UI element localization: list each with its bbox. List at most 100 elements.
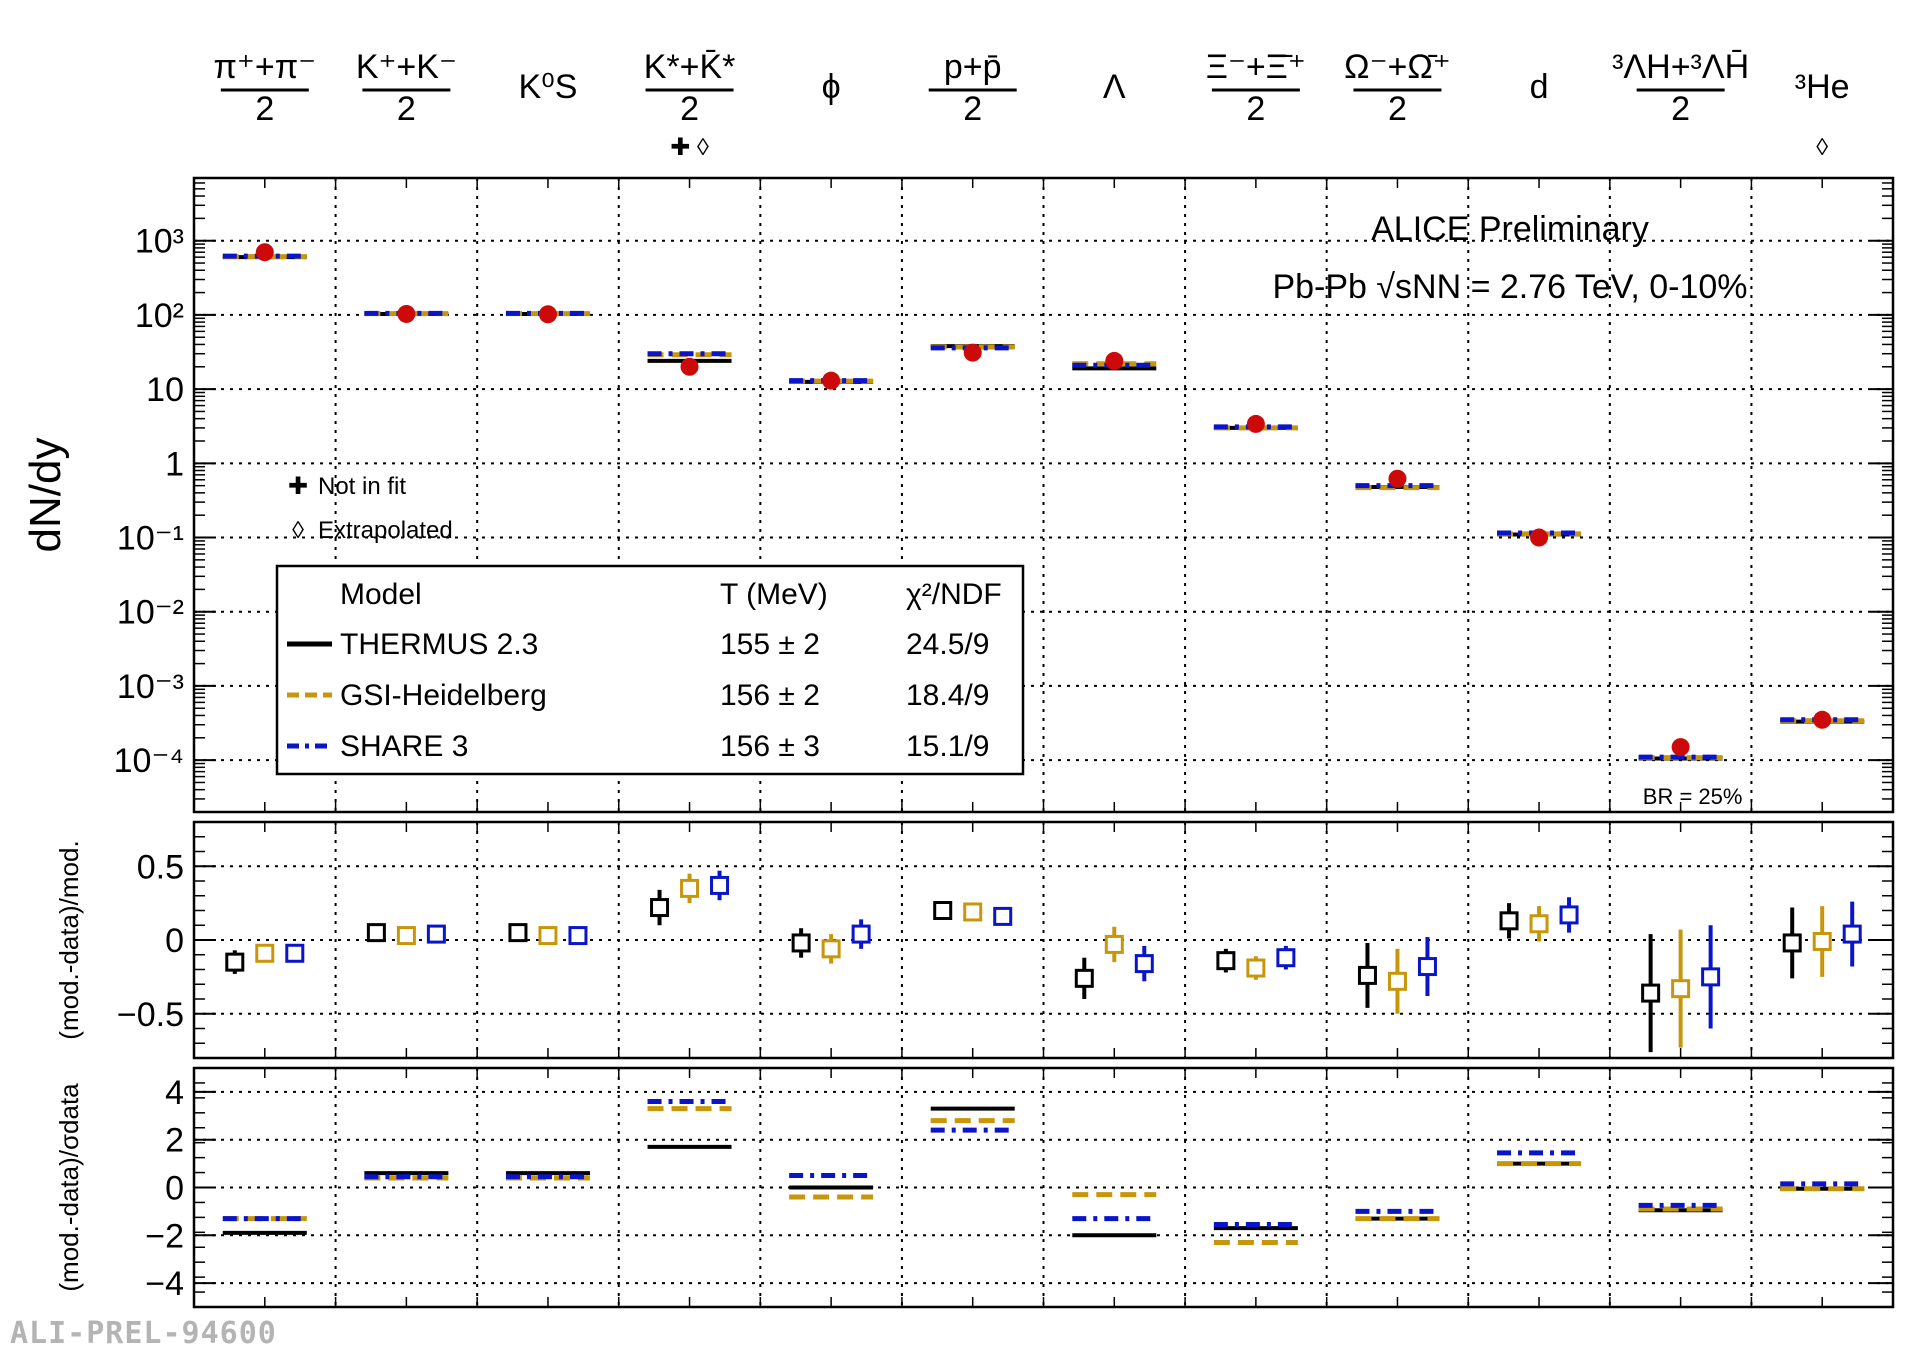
marker-legend-label: Not in fit bbox=[318, 473, 406, 500]
ratio-marker bbox=[426, 924, 446, 944]
y-tick-label: 10 bbox=[146, 371, 184, 409]
data-point bbox=[963, 343, 982, 362]
y-tick-label: 0 bbox=[165, 922, 184, 960]
y-tick-label: 4 bbox=[165, 1074, 184, 1112]
annotation-br: BR = 25% bbox=[1643, 784, 1743, 809]
legend-header: Model bbox=[340, 578, 422, 611]
marker-legend-label: Extrapolated bbox=[318, 517, 453, 544]
category-marker-11: ◊ bbox=[1816, 134, 1828, 161]
ratio-marker bbox=[1782, 933, 1802, 953]
legend-temperature: 155 ± 2 bbox=[720, 628, 820, 661]
data-point bbox=[1246, 414, 1265, 433]
category-label-4: ϕ bbox=[822, 68, 841, 106]
legend-chi2: 18.4/9 bbox=[906, 679, 989, 712]
y-tick-label: 10⁻¹ bbox=[117, 520, 184, 558]
category-denominator-7: 2 bbox=[1246, 90, 1265, 128]
legend-header: T (MeV) bbox=[720, 578, 828, 611]
data-point bbox=[822, 371, 841, 390]
y-tick-label: −2 bbox=[145, 1217, 184, 1255]
category-label-7: Ξ⁻+Ξ̄⁺ bbox=[1206, 48, 1306, 86]
category-denominator-3: 2 bbox=[680, 90, 699, 128]
ratio-marker bbox=[1246, 958, 1266, 978]
y-tick-label: 10⁻² bbox=[117, 594, 184, 632]
category-denominator-5: 2 bbox=[963, 90, 982, 128]
ratio-marker bbox=[1671, 979, 1691, 999]
category-label-1: K⁺+K⁻ bbox=[356, 48, 457, 86]
y-axis-label-yields: dN/dy bbox=[21, 438, 70, 553]
ratio-marker bbox=[538, 926, 558, 946]
legend-chi2: 24.5/9 bbox=[906, 628, 989, 661]
ratio-marker bbox=[1276, 948, 1296, 968]
ratio-marker bbox=[255, 943, 275, 963]
ratio-marker bbox=[1701, 967, 1721, 987]
y-axis-label-ratio: (mod.-data)/mod. bbox=[54, 840, 84, 1039]
ratio-marker bbox=[1641, 983, 1661, 1003]
ratio-marker bbox=[993, 906, 1013, 926]
data-point bbox=[397, 304, 416, 323]
category-label-0: π⁺+π⁻ bbox=[213, 48, 316, 86]
marker-legend-symbol: ✚ bbox=[288, 473, 308, 500]
category-label-2: K⁰S bbox=[518, 68, 577, 106]
data-point bbox=[1530, 528, 1549, 547]
legend-temperature: 156 ± 2 bbox=[720, 679, 820, 712]
y-tick-label: −4 bbox=[145, 1265, 184, 1303]
ratio-marker bbox=[710, 875, 730, 895]
marker-legend-symbol: ◊ bbox=[292, 517, 304, 544]
legend-box bbox=[275, 564, 1025, 776]
y-tick-label: 0.5 bbox=[137, 848, 184, 886]
y-tick-label: 1 bbox=[165, 445, 184, 483]
legend-model-name: GSI-Heidelberg bbox=[340, 679, 547, 712]
ratio-marker bbox=[366, 923, 386, 943]
ratio-marker bbox=[1529, 914, 1549, 934]
category-label-6: Λ bbox=[1103, 68, 1126, 106]
data-point bbox=[1813, 710, 1832, 729]
ratio-marker bbox=[851, 924, 871, 944]
y-tick-label: 2 bbox=[165, 1122, 184, 1160]
data-point bbox=[1388, 469, 1407, 488]
ratio-marker bbox=[1559, 905, 1579, 925]
category-label-3: K*+K̄* bbox=[644, 48, 736, 86]
y-axis-label-pull: (mod.-data)/σdata bbox=[54, 1083, 84, 1292]
ratio-marker bbox=[1387, 971, 1407, 991]
ratio-marker bbox=[285, 943, 305, 963]
legend-temperature: 156 ± 3 bbox=[720, 730, 820, 763]
legend-header: χ²/NDF bbox=[906, 578, 1002, 611]
y-tick-label: 10⁻³ bbox=[117, 668, 184, 706]
ratio-marker bbox=[1074, 968, 1094, 988]
ratio-marker bbox=[933, 901, 953, 920]
ratio-marker bbox=[1812, 931, 1832, 951]
category-label-5: p+p̄ bbox=[944, 48, 1002, 86]
data-point bbox=[538, 305, 557, 324]
category-label-11: ³He bbox=[1795, 68, 1850, 106]
ratio-marker bbox=[396, 926, 416, 946]
category-denominator-10: 2 bbox=[1671, 90, 1690, 128]
y-tick-label: 10⁻⁴ bbox=[114, 742, 184, 780]
category-marker-3: ✚ ◊ bbox=[670, 134, 709, 161]
ratio-marker bbox=[1104, 934, 1124, 954]
ratio-marker bbox=[1357, 965, 1377, 985]
ratio-marker bbox=[1417, 957, 1437, 977]
category-label-8: Ω⁻+Ω̄⁺ bbox=[1344, 48, 1451, 86]
ratio-marker bbox=[650, 898, 670, 918]
category-label-9: d bbox=[1530, 68, 1549, 106]
watermark: ALI-PREL-94600 bbox=[10, 1316, 277, 1351]
y-tick-label: −0.5 bbox=[117, 996, 184, 1034]
ratio-marker bbox=[1216, 951, 1236, 971]
ratio-marker bbox=[963, 902, 983, 922]
legend-model-name: SHARE 3 bbox=[340, 730, 468, 763]
title-line-2: Pb-Pb √sNN = 2.76 TeV, 0-10% bbox=[1272, 268, 1747, 306]
ratio-marker bbox=[1499, 911, 1519, 931]
legend-model-name: THERMUS 2.3 bbox=[340, 628, 538, 661]
category-denominator-8: 2 bbox=[1388, 90, 1407, 128]
title-line-1: ALICE Preliminary bbox=[1371, 210, 1649, 248]
y-tick-label: 0 bbox=[165, 1170, 184, 1208]
y-tick-label: 10² bbox=[135, 297, 184, 335]
y-tick-label: 10³ bbox=[135, 223, 184, 261]
ratio-marker bbox=[508, 923, 528, 943]
legend-chi2: 15.1/9 bbox=[906, 730, 989, 763]
data-point bbox=[1671, 738, 1690, 757]
data-point bbox=[255, 243, 274, 262]
ratio-marker bbox=[1134, 954, 1154, 974]
data-point bbox=[680, 357, 699, 376]
